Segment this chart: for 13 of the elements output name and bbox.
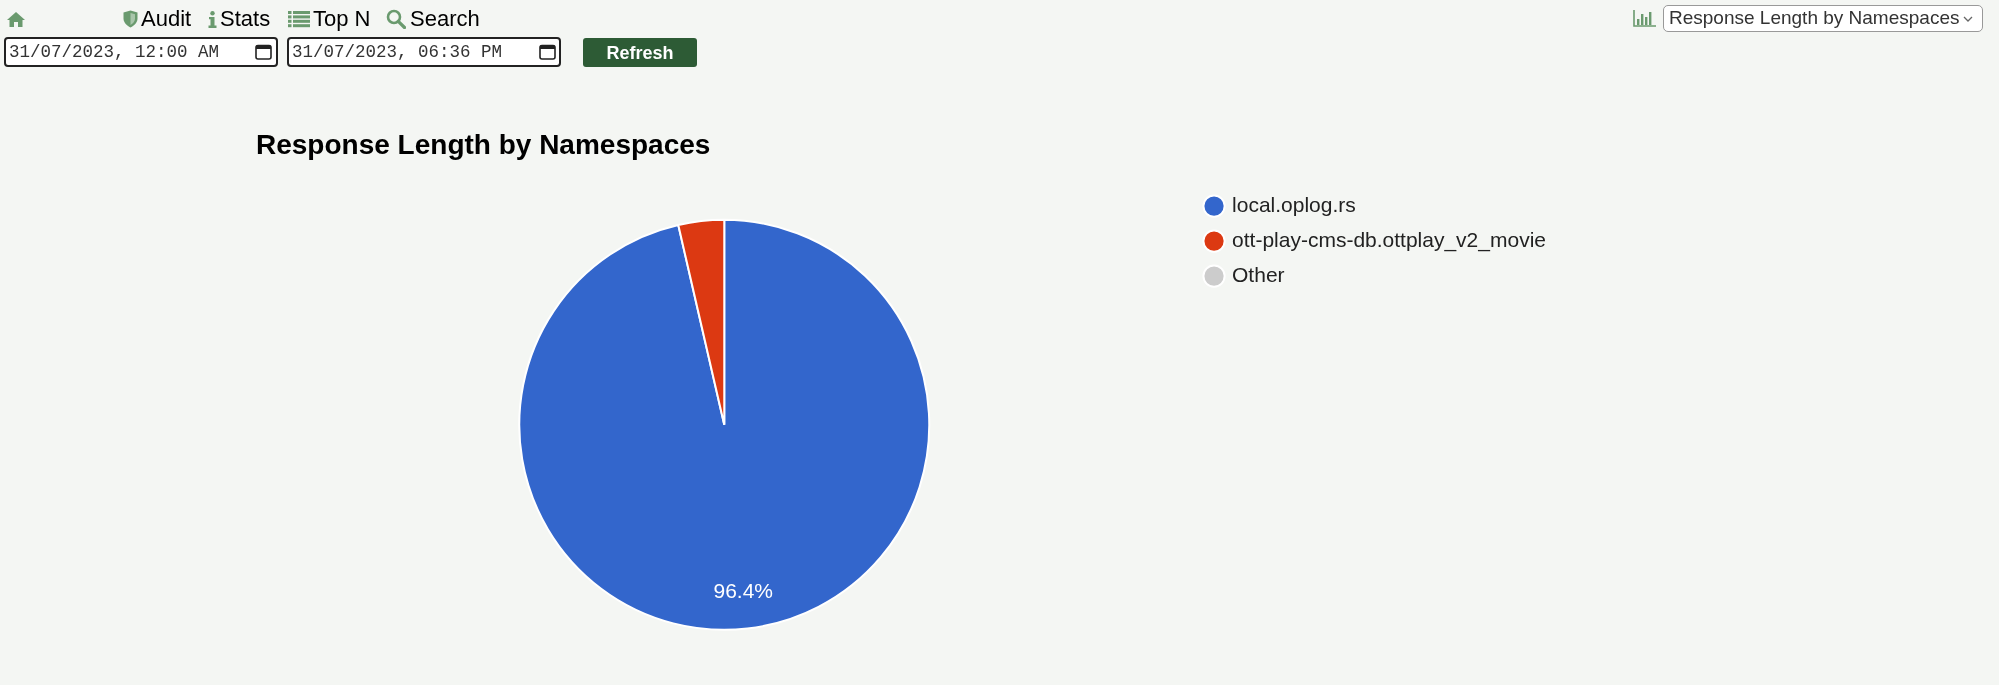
text: Search — [410, 6, 480, 31]
legend-label: ott-play-cms-db.ottplay_v2_movie — [1232, 227, 1546, 252]
chart-title: Response Length by Namespaces — [1669, 7, 1960, 28]
text: Stats — [220, 6, 271, 31]
text: 31/07/2023, 12:00 AM — [9, 41, 220, 63]
chart-title: Response Length by Namespaces — [256, 128, 711, 160]
legend-label: Other — [1232, 262, 1285, 286]
button: Refresh — [583, 38, 697, 67]
data-label: 96.4% — [713, 578, 774, 602]
text: 31/07/2023, 06:36 PM — [292, 41, 503, 63]
text: Audit — [141, 6, 192, 31]
legend-label: local.oplog.rs — [1232, 192, 1356, 216]
text: Top N — [313, 6, 371, 31]
